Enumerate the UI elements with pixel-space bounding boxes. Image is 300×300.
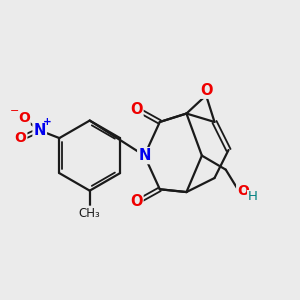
Text: O: O [14, 131, 26, 145]
Text: H: H [248, 190, 257, 203]
Text: O: O [18, 112, 30, 125]
Text: N: N [138, 148, 151, 163]
Text: O: O [200, 83, 212, 98]
Text: O: O [130, 102, 142, 117]
Text: CH₃: CH₃ [79, 207, 100, 220]
Text: +: + [43, 117, 51, 128]
Text: O: O [237, 184, 249, 198]
Text: −: − [10, 106, 20, 116]
Text: N: N [34, 123, 46, 138]
Text: O: O [130, 194, 142, 209]
